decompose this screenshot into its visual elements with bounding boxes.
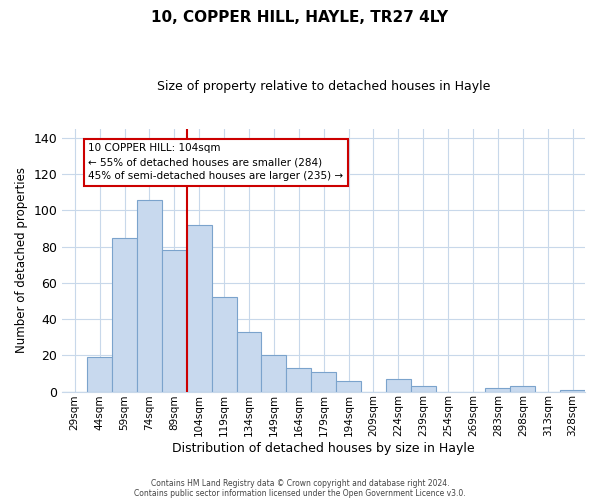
Bar [212,298,236,392]
Bar [311,372,336,392]
Bar [137,200,162,392]
Bar [411,386,436,392]
Bar [187,225,212,392]
Y-axis label: Number of detached properties: Number of detached properties [15,167,28,353]
Bar [386,379,411,392]
Text: Contains public sector information licensed under the Open Government Licence v3: Contains public sector information licen… [134,488,466,498]
Bar [87,357,112,392]
Bar [162,250,187,392]
Bar [236,332,262,392]
Text: 10, COPPER HILL, HAYLE, TR27 4LY: 10, COPPER HILL, HAYLE, TR27 4LY [151,10,449,25]
X-axis label: Distribution of detached houses by size in Hayle: Distribution of detached houses by size … [172,442,475,455]
Text: 10 COPPER HILL: 104sqm
← 55% of detached houses are smaller (284)
45% of semi-de: 10 COPPER HILL: 104sqm ← 55% of detached… [88,144,344,182]
Bar [262,356,286,392]
Bar [286,368,311,392]
Bar [112,238,137,392]
Bar [560,390,585,392]
Title: Size of property relative to detached houses in Hayle: Size of property relative to detached ho… [157,80,490,93]
Text: Contains HM Land Registry data © Crown copyright and database right 2024.: Contains HM Land Registry data © Crown c… [151,478,449,488]
Bar [485,388,511,392]
Bar [336,380,361,392]
Bar [511,386,535,392]
